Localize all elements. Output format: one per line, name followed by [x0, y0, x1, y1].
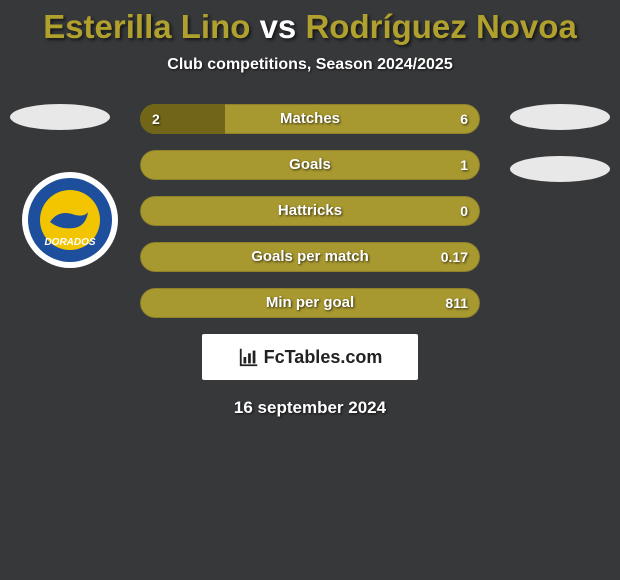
stat-bar-row: Goals per match0.17	[140, 242, 480, 272]
stat-bar-row: Goals1	[140, 150, 480, 180]
club-badge: DORADOS	[20, 170, 120, 270]
stat-bar-row: Hattricks0	[140, 196, 480, 226]
logo-box: FcTables.com	[202, 334, 418, 380]
bar-value-right: 6	[460, 104, 468, 134]
bar-value-right: 0.17	[441, 242, 468, 272]
date-text: 16 september 2024	[0, 398, 620, 418]
badge-text: DORADOS	[44, 237, 95, 248]
stat-bar-row: Min per goal811	[140, 288, 480, 318]
player1-oval-placeholder	[10, 104, 110, 130]
subtitle: Club competitions, Season 2024/2025	[0, 56, 620, 74]
player2-oval-placeholder-2	[510, 156, 610, 182]
page-title: Esterilla Lino vs Rodríguez Novoa	[0, 0, 620, 46]
bar-label: Goals per match	[140, 242, 480, 272]
title-player1: Esterilla Lino	[43, 8, 250, 45]
player2-oval-placeholder-1	[510, 104, 610, 130]
bar-label: Hattricks	[140, 196, 480, 226]
logo-text: FcTables.com	[264, 347, 383, 368]
chart-icon	[238, 346, 260, 368]
bar-label: Matches	[140, 104, 480, 134]
bar-value-right: 811	[445, 288, 468, 318]
title-player2: Rodríguez Novoa	[305, 8, 576, 45]
bar-label: Goals	[140, 150, 480, 180]
stat-bar-row: Matches2 6	[140, 104, 480, 134]
bar-value-right: 0	[460, 196, 468, 226]
content-area: DORADOS Matches2 6 Goals1 Hattricks0 Goals p…	[0, 104, 620, 418]
bar-value-left: 2	[152, 104, 160, 134]
bar-value-right: 1	[460, 150, 468, 180]
stat-bars: Matches2 6 Goals1 Hattricks0 Goals per match…	[140, 104, 480, 318]
bar-label: Min per goal	[140, 288, 480, 318]
title-vs: vs	[250, 8, 305, 45]
